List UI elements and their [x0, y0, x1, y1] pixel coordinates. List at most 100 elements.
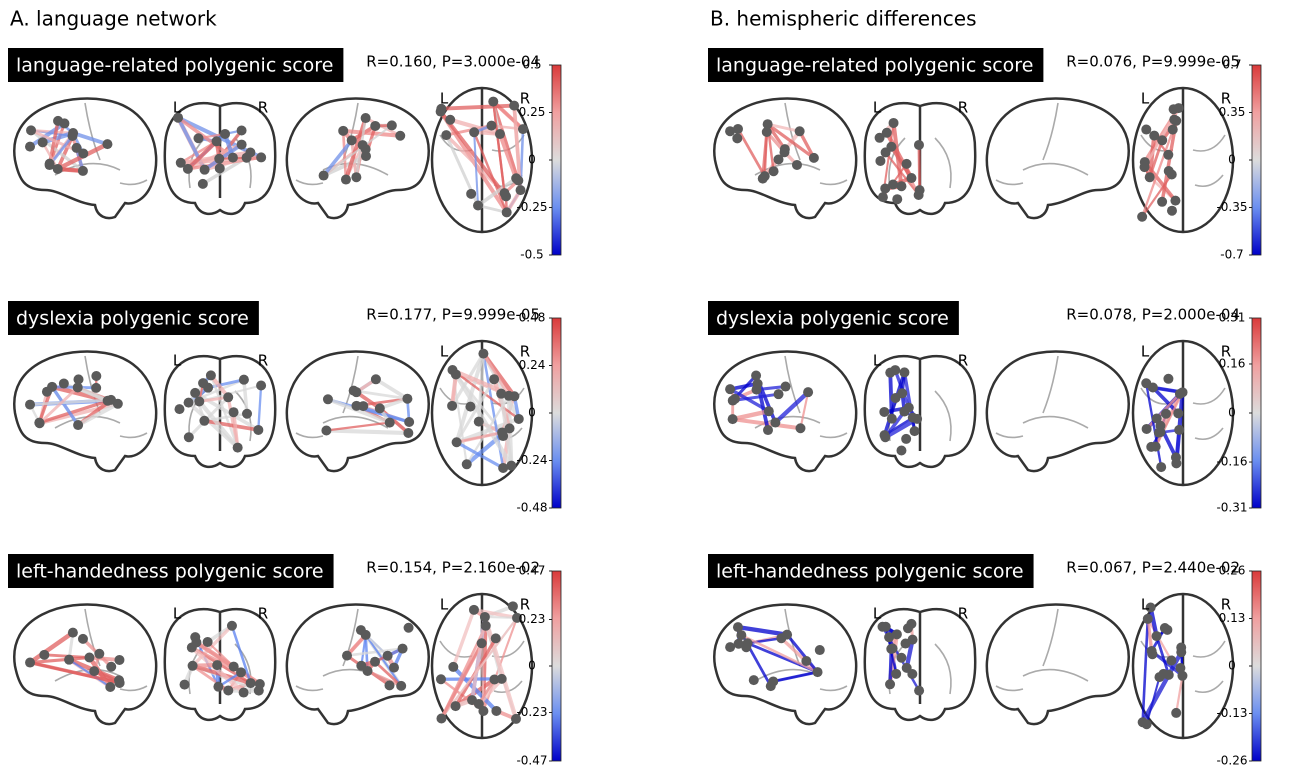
node — [914, 140, 924, 150]
node — [1147, 646, 1157, 656]
stats: R=0.160, P=3.000e-04 — [366, 53, 540, 71]
tick-label: -0.47 — [516, 754, 547, 767]
node — [74, 374, 84, 384]
brain-outline — [987, 604, 1129, 724]
node — [1142, 719, 1152, 729]
section-title: A. language network — [10, 7, 217, 31]
node — [404, 417, 414, 427]
node — [351, 401, 361, 411]
node — [516, 185, 526, 195]
node — [904, 403, 914, 413]
orientation-label: R — [958, 605, 968, 623]
node — [1173, 408, 1183, 418]
node — [239, 688, 249, 698]
tick-label: -0.5 — [520, 248, 543, 262]
brain-outline — [987, 98, 1129, 218]
sulcus — [1195, 428, 1223, 439]
orientation-label: L — [440, 90, 449, 108]
node — [803, 387, 813, 397]
node — [508, 601, 518, 611]
node — [198, 378, 208, 388]
tick-label: 0.16 — [1219, 356, 1246, 370]
node — [39, 650, 49, 660]
tick-label: 0.24 — [519, 358, 546, 372]
node — [341, 175, 351, 185]
sulcus — [120, 180, 147, 184]
node — [1177, 671, 1187, 681]
tick-label: -0.48 — [516, 501, 547, 515]
node — [781, 382, 791, 392]
tick-label: 0.25 — [519, 105, 546, 119]
node — [347, 135, 357, 145]
node — [477, 638, 487, 648]
node — [769, 166, 779, 176]
node — [358, 140, 368, 150]
node — [375, 403, 385, 413]
node — [59, 379, 69, 389]
node — [488, 97, 498, 107]
connection — [343, 131, 346, 180]
node — [486, 121, 496, 131]
node — [452, 437, 462, 447]
node — [78, 634, 88, 644]
node — [1152, 631, 1162, 641]
node — [465, 402, 475, 412]
node — [84, 653, 94, 663]
panel-label: left-handedness polygenic score — [716, 561, 1024, 583]
node — [436, 674, 446, 684]
tick-label: 0 — [528, 659, 536, 673]
node — [1142, 424, 1152, 434]
node — [1174, 425, 1184, 435]
node — [469, 127, 479, 137]
sulcus — [1193, 388, 1225, 404]
node — [114, 655, 124, 665]
node — [480, 612, 490, 622]
sulcus — [820, 686, 847, 690]
brain-panel — [714, 341, 1233, 485]
node — [914, 686, 924, 696]
node — [321, 425, 331, 435]
node — [34, 418, 44, 428]
sulcus — [820, 433, 847, 437]
node — [1171, 458, 1181, 468]
node — [228, 153, 238, 163]
colorbar — [552, 318, 561, 508]
node — [395, 131, 405, 141]
tick-label: 0 — [1228, 659, 1236, 673]
node — [451, 369, 461, 379]
tick-label: 0 — [528, 406, 536, 420]
stats: R=0.177, P=9.999e-05 — [366, 306, 540, 324]
node — [912, 414, 922, 424]
node — [237, 126, 247, 136]
node — [491, 633, 501, 643]
section-title: B. hemispheric differences — [710, 7, 977, 31]
orientation-label: R — [958, 352, 968, 370]
node — [885, 679, 895, 689]
node — [795, 126, 805, 136]
colorbar — [552, 65, 561, 255]
sulcus — [296, 686, 323, 690]
node — [25, 400, 35, 410]
node — [762, 127, 772, 137]
tick-label: -0.16 — [1216, 455, 1247, 469]
node — [725, 384, 735, 394]
node — [59, 118, 69, 128]
tick-label: 0.5 — [522, 58, 541, 72]
node — [256, 152, 266, 162]
node — [1157, 197, 1167, 207]
sulcus — [935, 644, 951, 694]
colorbar — [552, 571, 561, 761]
node — [115, 678, 125, 688]
node — [223, 685, 233, 695]
node — [25, 142, 35, 152]
stats: R=0.076, P=9.999e-05 — [1066, 53, 1240, 71]
node — [914, 190, 924, 200]
node — [94, 649, 104, 659]
orientation-label: R — [258, 352, 268, 370]
node — [889, 118, 899, 128]
tick-label: 0.13 — [1219, 611, 1246, 625]
node — [1161, 409, 1171, 419]
node — [502, 207, 512, 217]
node — [404, 623, 414, 633]
tick-label: -0.35 — [1216, 200, 1247, 214]
